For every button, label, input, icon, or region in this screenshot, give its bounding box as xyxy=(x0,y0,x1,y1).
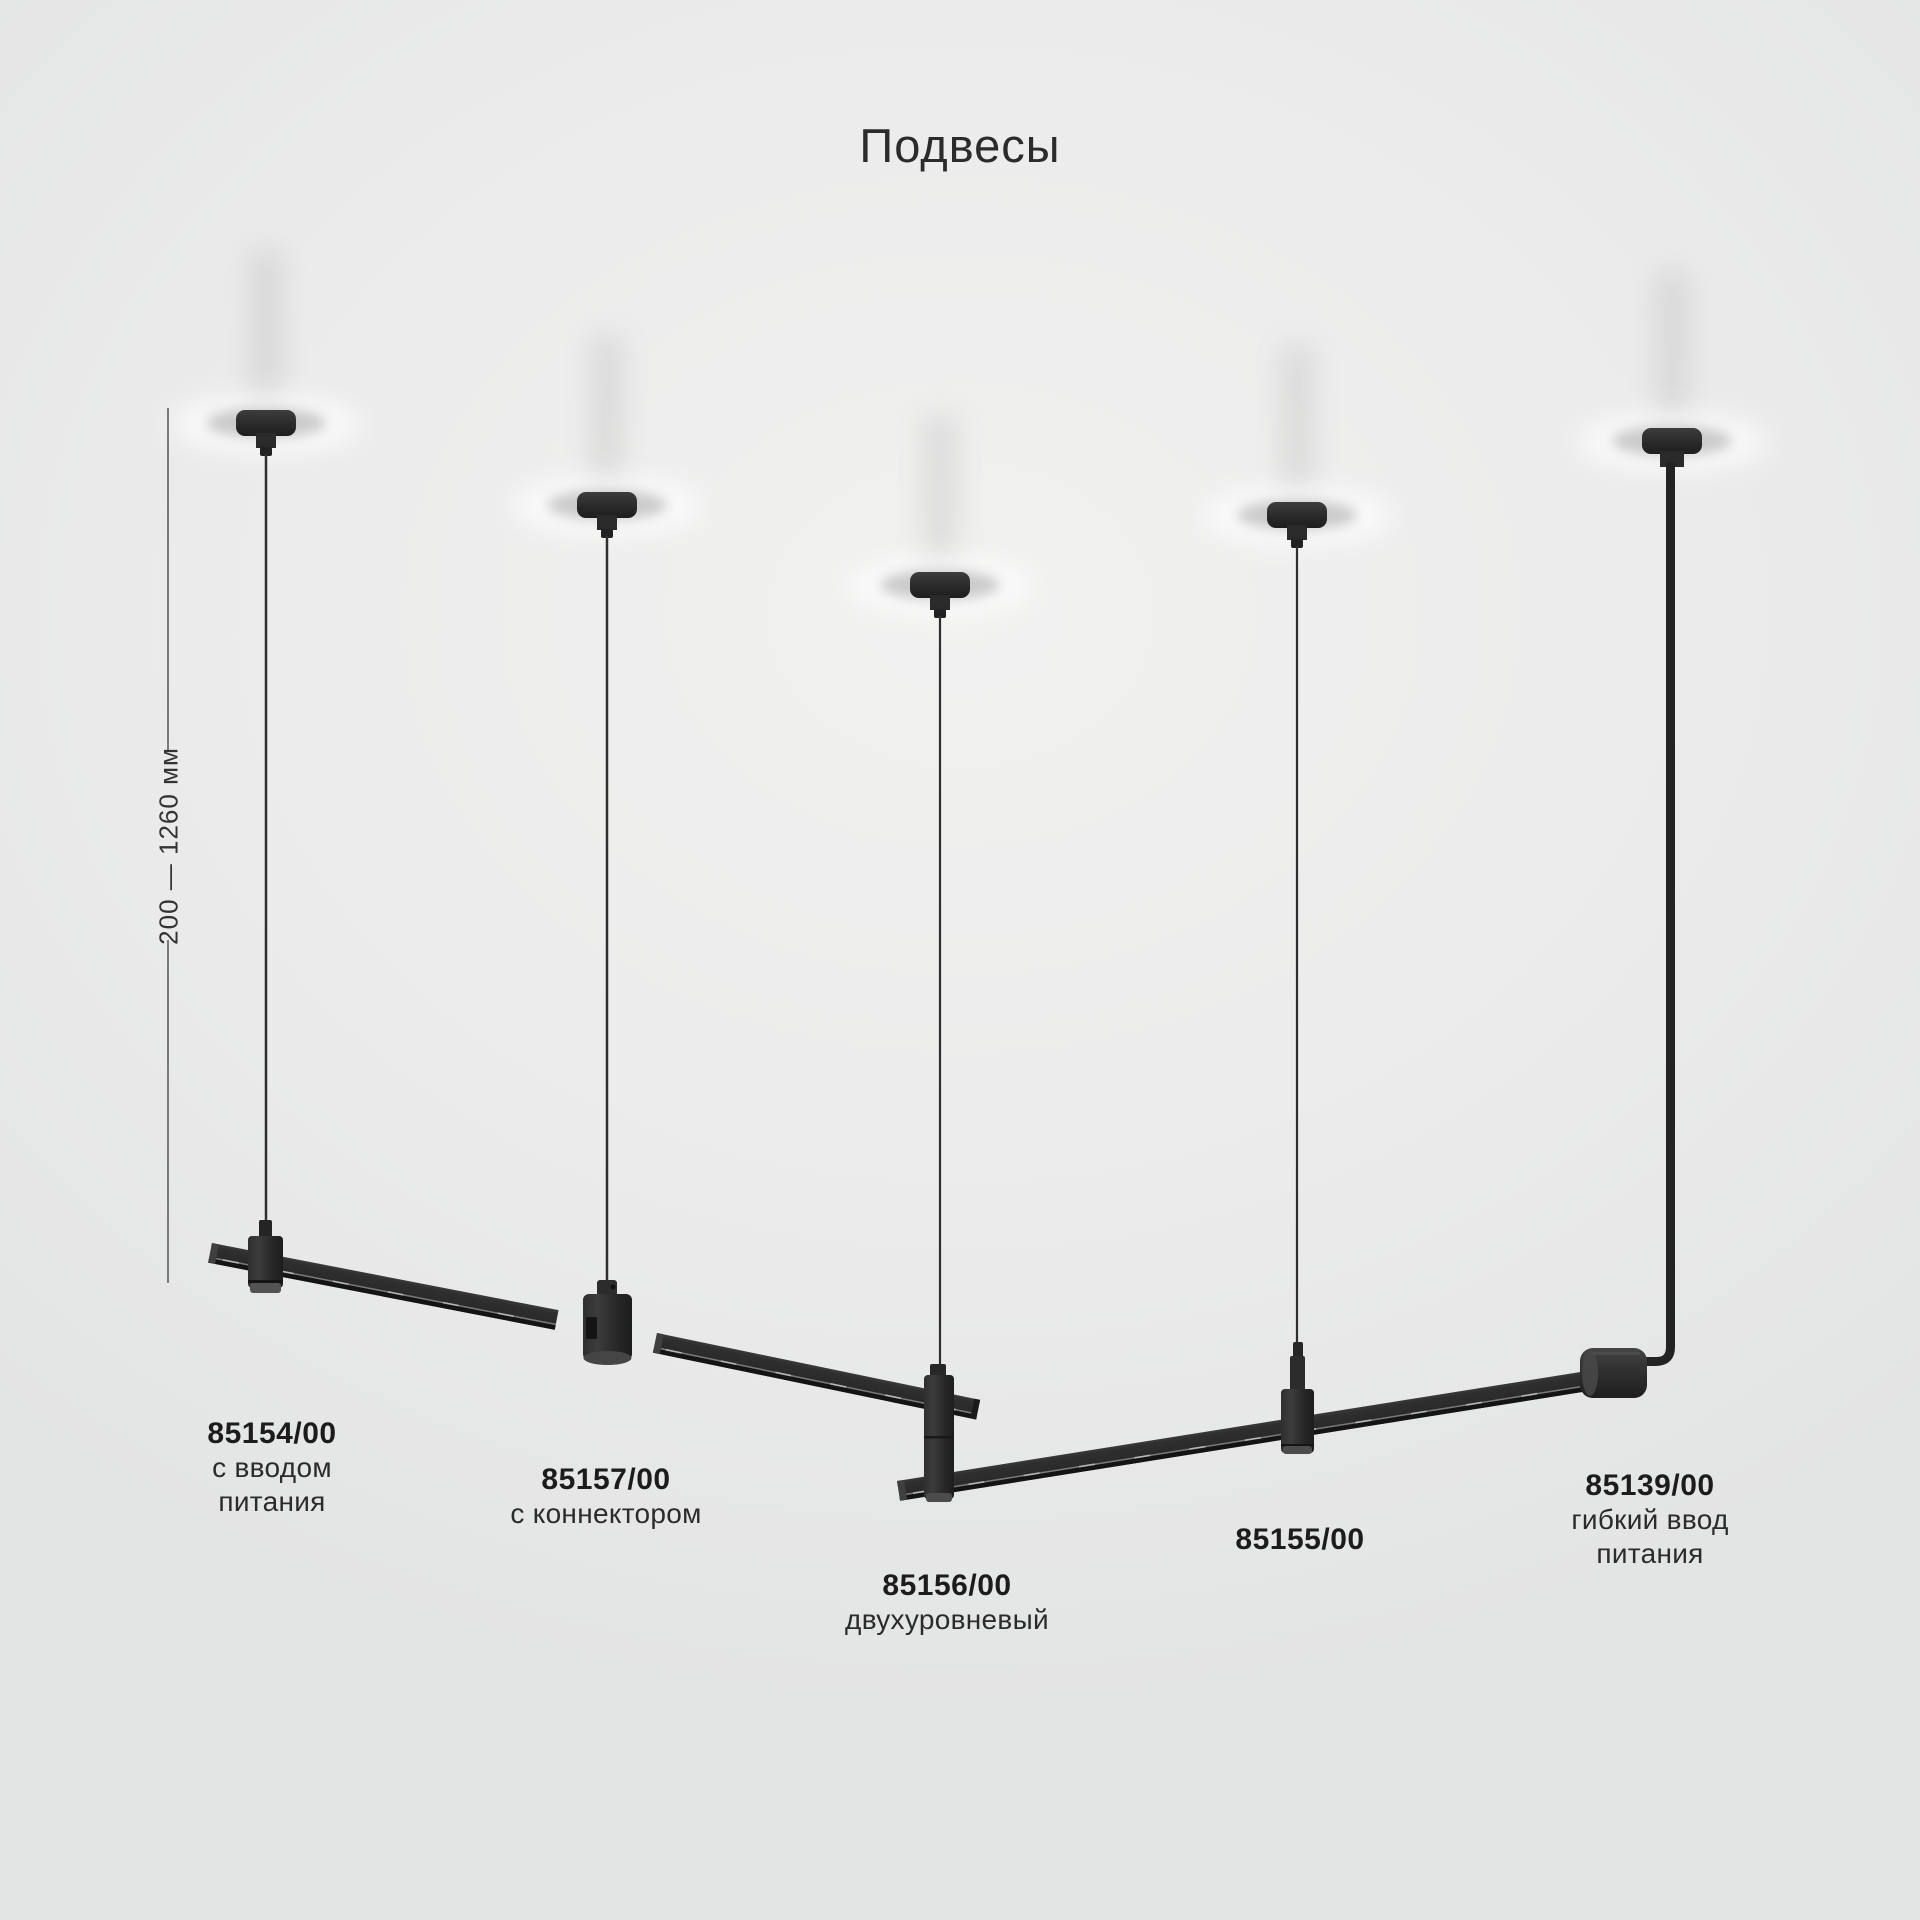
track-end-cap xyxy=(208,1243,219,1264)
connector-neck xyxy=(597,1280,617,1296)
pendant-stem xyxy=(1290,1356,1305,1392)
canopy-wall-streak xyxy=(250,250,282,408)
connector-bottom-face xyxy=(583,1351,632,1365)
pendant-body xyxy=(248,1236,283,1288)
product-code: 85156/00 xyxy=(882,1569,1012,1602)
product-code: 85155/00 xyxy=(1235,1523,1365,1556)
post-bottom-cap xyxy=(926,1493,952,1502)
canopy-disc xyxy=(910,572,970,598)
ceiling-canopy-2 xyxy=(512,335,702,538)
product-desc-line: гибкий ввод xyxy=(1571,1504,1729,1535)
pendant-cap-ring xyxy=(248,1280,283,1283)
pendant-bottom-cap xyxy=(250,1283,281,1293)
canopy-stem xyxy=(1287,525,1307,540)
ceiling-canopy-5 xyxy=(1577,272,1767,469)
ceiling-canopy-3 xyxy=(845,415,1035,618)
track-end-cap xyxy=(897,1479,908,1501)
product-desc-line: двухуровневый xyxy=(845,1604,1049,1635)
cord-grip xyxy=(601,529,613,538)
input-body xyxy=(1580,1348,1647,1398)
product-desc-line: питания xyxy=(1596,1538,1704,1569)
product-label-85139: 85139/00 гибкий ввод питания xyxy=(1571,1469,1728,1571)
cord-grip xyxy=(1291,539,1303,548)
product-desc-line: с коннектором xyxy=(510,1498,702,1529)
pendant-85155 xyxy=(1281,1342,1314,1454)
page-title: Подвесы xyxy=(859,119,1061,172)
pendant-cap-ring xyxy=(1281,1444,1314,1447)
track-led-line xyxy=(209,1256,556,1326)
connector-neck-hole xyxy=(610,1284,616,1290)
canopy-wall-streak xyxy=(591,335,623,490)
pendant-85156 xyxy=(924,1364,954,1502)
pendant-85154 xyxy=(248,1220,283,1293)
canopy-wall-streak xyxy=(924,415,956,570)
flexible-power-cable xyxy=(1640,462,1675,1366)
product-label-85154: 85154/00 с вводом питания xyxy=(207,1417,336,1519)
track-end-cap xyxy=(652,1333,664,1355)
pendant-bottom-cap xyxy=(1283,1446,1312,1454)
canopy-stem xyxy=(930,595,950,610)
product-code: 85154/00 xyxy=(207,1417,337,1450)
ceiling-canopy-1 xyxy=(171,250,361,456)
canopy-stem xyxy=(256,433,276,448)
track-under-lip xyxy=(899,1387,1584,1501)
product-code: 85157/00 xyxy=(541,1463,671,1496)
canopy-stem xyxy=(597,515,617,530)
pendant-body xyxy=(1281,1389,1314,1453)
track-end-cap xyxy=(970,1398,981,1420)
track-body xyxy=(897,1372,1584,1501)
product-label-85157: 85157/00 с коннектором xyxy=(510,1463,701,1531)
dimension-range-label: 200 — 1260 мм xyxy=(153,747,184,945)
product-label-85155: 85155/00 xyxy=(1235,1523,1364,1557)
cord-grip xyxy=(260,447,272,456)
product-desc-line: с вводом xyxy=(212,1452,332,1483)
cord-grip xyxy=(934,609,946,618)
post-neck xyxy=(930,1364,946,1378)
track-segment-2 xyxy=(652,1333,981,1420)
canopy-disc xyxy=(1642,428,1702,454)
power-input-85139 xyxy=(1580,1348,1647,1398)
input-top-highlight xyxy=(1592,1352,1640,1355)
pendant-85157 xyxy=(583,1280,632,1365)
pendant-socket xyxy=(259,1220,272,1238)
post-joint-line xyxy=(924,1436,954,1439)
track-under-lip xyxy=(652,1348,978,1420)
connector-port xyxy=(586,1317,597,1339)
product-label-85156: 85156/00 двухуровневый xyxy=(845,1569,1049,1637)
canopy-disc xyxy=(236,410,296,436)
track-segment-3 xyxy=(897,1372,1584,1501)
track-segment-1 xyxy=(208,1243,559,1330)
pendant-stem-tip xyxy=(1293,1342,1303,1360)
canopy-wall-streak xyxy=(1281,345,1313,500)
ceiling-canopy-4 xyxy=(1202,345,1392,548)
connector-body xyxy=(583,1294,632,1360)
track-under-lip xyxy=(208,1258,556,1330)
track-body xyxy=(208,1243,559,1330)
canopy-wall-streak xyxy=(1656,272,1688,426)
input-end-face xyxy=(1582,1350,1598,1396)
product-desc-line: питания xyxy=(218,1486,326,1517)
product-code: 85139/00 xyxy=(1585,1469,1715,1502)
canopy-disc xyxy=(1267,502,1327,528)
canopy-disc xyxy=(577,492,637,518)
